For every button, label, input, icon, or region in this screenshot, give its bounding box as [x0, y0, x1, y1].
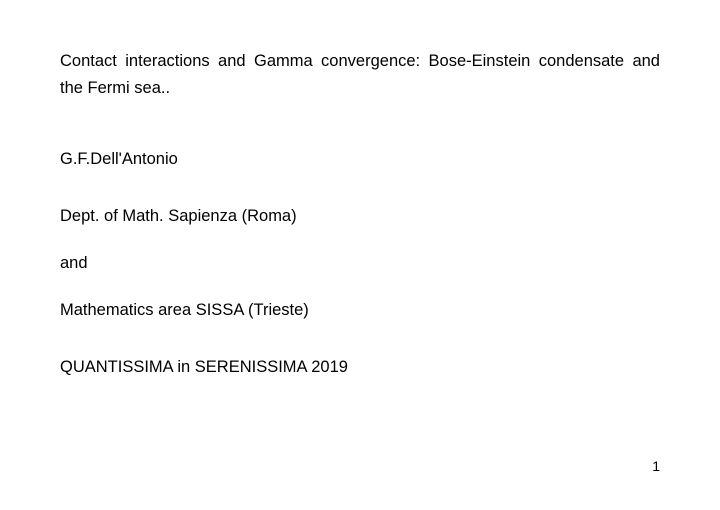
affiliation-secondary: Mathematics area SISSA (Trieste) [60, 301, 660, 320]
connector-text: and [60, 254, 660, 273]
affiliation-primary: Dept. of Math. Sapienza (Roma) [60, 207, 660, 226]
conference-name: QUANTISSIMA in SERENISSIMA 2019 [60, 358, 660, 377]
page-number: 1 [652, 458, 660, 474]
document-title: Contact interactions and Gamma convergen… [60, 48, 660, 102]
author-name: G.F.Dell'Antonio [60, 150, 660, 169]
